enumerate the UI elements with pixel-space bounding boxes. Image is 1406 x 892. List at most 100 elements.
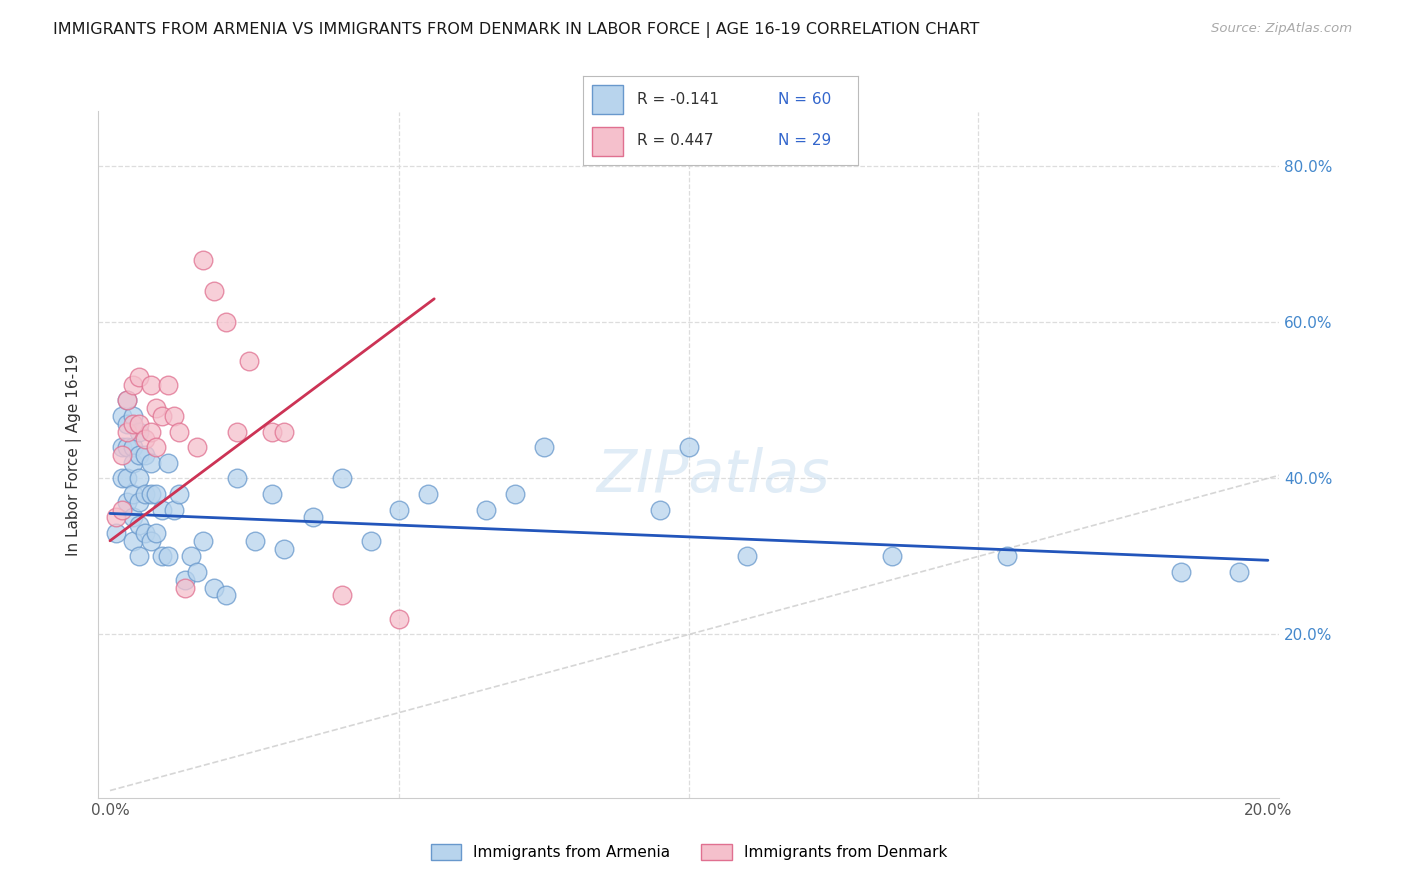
Point <box>215 589 238 603</box>
Point <box>150 502 173 516</box>
Point <box>139 425 162 439</box>
Point <box>150 409 173 423</box>
Point <box>735 549 758 564</box>
Point <box>150 549 173 564</box>
Point <box>122 440 145 454</box>
Point <box>180 549 202 564</box>
Point <box>134 487 156 501</box>
Point <box>226 471 249 485</box>
Point <box>202 581 225 595</box>
Point <box>880 549 903 564</box>
Point <box>110 440 132 454</box>
Point <box>262 487 284 501</box>
Point <box>134 525 156 540</box>
Point <box>169 487 191 501</box>
Point <box>163 502 186 516</box>
Point <box>134 432 156 446</box>
Point <box>215 315 238 329</box>
Point <box>122 377 145 392</box>
Point <box>163 409 186 423</box>
Point <box>186 440 208 454</box>
Point <box>330 471 353 485</box>
Text: ZIPatlas: ZIPatlas <box>596 447 830 504</box>
Point <box>117 425 139 439</box>
Point <box>145 525 167 540</box>
Point <box>503 487 526 501</box>
Point <box>273 541 295 556</box>
Text: R = 0.447: R = 0.447 <box>637 134 713 148</box>
Point <box>169 425 191 439</box>
Point <box>110 502 132 516</box>
Point <box>128 417 150 431</box>
Point <box>360 533 382 548</box>
Point <box>117 417 139 431</box>
Point <box>128 494 150 508</box>
Point <box>156 456 179 470</box>
Legend: Immigrants from Armenia, Immigrants from Denmark: Immigrants from Armenia, Immigrants from… <box>425 838 953 866</box>
Point <box>117 471 139 485</box>
Point <box>678 440 700 454</box>
Point <box>128 369 150 384</box>
Point <box>122 510 145 524</box>
Point <box>156 549 179 564</box>
Point <box>186 565 208 579</box>
Point <box>238 354 260 368</box>
Text: N = 29: N = 29 <box>778 134 831 148</box>
Point <box>648 502 671 516</box>
Point <box>202 284 225 298</box>
Point <box>995 549 1018 564</box>
Point <box>110 448 132 462</box>
Point <box>388 612 411 626</box>
FancyBboxPatch shape <box>592 127 623 156</box>
Point <box>128 425 150 439</box>
Point <box>1227 565 1250 579</box>
Point <box>122 409 145 423</box>
Point <box>139 487 162 501</box>
Point <box>273 425 295 439</box>
Point <box>156 377 179 392</box>
Point <box>1170 565 1192 579</box>
Point <box>122 456 145 470</box>
Point <box>145 440 167 454</box>
Point <box>117 494 139 508</box>
Point <box>128 549 150 564</box>
Text: Source: ZipAtlas.com: Source: ZipAtlas.com <box>1212 22 1353 36</box>
Point <box>122 533 145 548</box>
Text: IMMIGRANTS FROM ARMENIA VS IMMIGRANTS FROM DENMARK IN LABOR FORCE | AGE 16-19 CO: IMMIGRANTS FROM ARMENIA VS IMMIGRANTS FR… <box>53 22 980 38</box>
Point <box>330 589 353 603</box>
Point <box>174 581 197 595</box>
Point <box>174 573 197 587</box>
Point <box>262 425 284 439</box>
Point <box>301 510 323 524</box>
Point <box>388 502 411 516</box>
Point <box>110 409 132 423</box>
Point <box>226 425 249 439</box>
Point <box>122 487 145 501</box>
Text: R = -0.141: R = -0.141 <box>637 92 718 106</box>
Point <box>110 471 132 485</box>
Point <box>418 487 440 501</box>
Point <box>117 393 139 408</box>
Point <box>145 401 167 416</box>
Point <box>117 440 139 454</box>
Y-axis label: In Labor Force | Age 16-19: In Labor Force | Age 16-19 <box>66 353 83 557</box>
Point <box>533 440 555 454</box>
Point <box>104 510 127 524</box>
Point <box>122 417 145 431</box>
Point <box>104 525 127 540</box>
Point <box>117 393 139 408</box>
Point <box>243 533 266 548</box>
Point <box>191 252 214 267</box>
Point <box>139 456 162 470</box>
Point <box>128 448 150 462</box>
Point <box>139 377 162 392</box>
Point <box>475 502 498 516</box>
Text: N = 60: N = 60 <box>778 92 831 106</box>
Point <box>139 533 162 548</box>
Point <box>191 533 214 548</box>
Point <box>128 518 150 533</box>
Point <box>145 487 167 501</box>
Point <box>128 471 150 485</box>
FancyBboxPatch shape <box>592 85 623 114</box>
Point <box>134 448 156 462</box>
